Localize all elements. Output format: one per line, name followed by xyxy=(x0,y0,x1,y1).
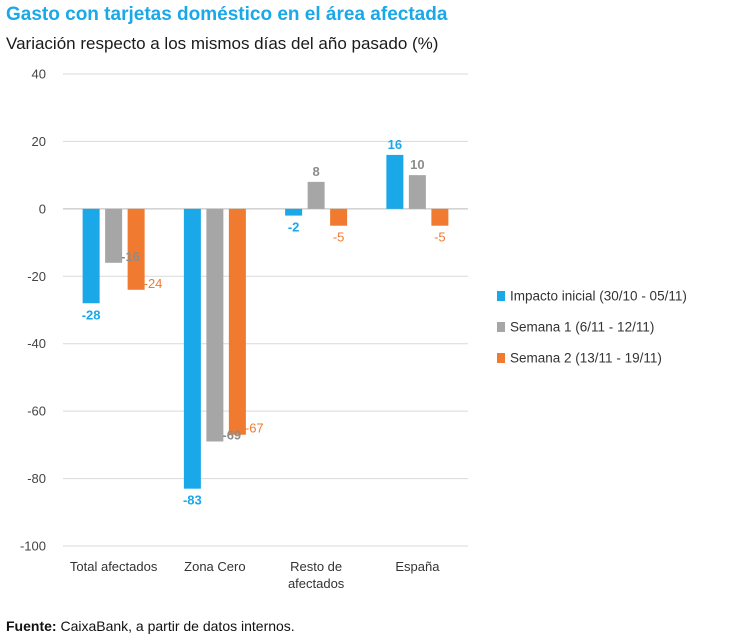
bar xyxy=(127,208,145,290)
x-category-label: Total afectados xyxy=(70,559,158,574)
y-tick-label: -40 xyxy=(27,336,46,351)
bar xyxy=(183,208,201,489)
x-category-label: Zona Cero xyxy=(184,559,245,574)
bar xyxy=(307,181,325,209)
bar xyxy=(228,208,246,435)
y-tick-label: 0 xyxy=(39,201,46,216)
source-note: Fuente: CaixaBank, a partir de datos int… xyxy=(6,618,295,634)
bar xyxy=(105,208,123,263)
y-tick-label: -80 xyxy=(27,471,46,486)
gridlines xyxy=(63,73,468,547)
bar xyxy=(285,208,303,216)
bar xyxy=(206,208,224,442)
data-label: -24 xyxy=(144,276,163,291)
data-label: 8 xyxy=(313,164,320,179)
source-text: CaixaBank, a partir de datos internos. xyxy=(60,618,295,634)
bars xyxy=(82,154,449,489)
x-category-label: afectados xyxy=(288,576,345,591)
legend-swatch xyxy=(497,353,505,363)
legend: Impacto inicial (30/10 - 05/11) Semana 1 … xyxy=(497,289,687,366)
chart-title: Gasto con tarjetas doméstico en el área … xyxy=(6,4,448,25)
data-label: -83 xyxy=(183,493,202,508)
bar xyxy=(408,175,426,209)
legend-entry: Impacto inicial (30/10 - 05/11) xyxy=(510,289,687,304)
data-label: 10 xyxy=(410,157,424,172)
x-category-label: Resto de xyxy=(290,559,342,574)
data-label: -16 xyxy=(121,249,140,264)
data-label: -69 xyxy=(222,427,241,442)
y-tick-label: 40 xyxy=(32,67,46,82)
y-tick-label: -100 xyxy=(20,539,46,554)
data-label: -5 xyxy=(333,230,345,245)
bar xyxy=(82,208,100,304)
y-tick-label: -60 xyxy=(27,404,46,419)
data-label: -2 xyxy=(288,220,300,235)
category-labels: Total afectados Zona Cero Resto de afectado… xyxy=(70,559,440,591)
legend-entry: Semana 1 (6/11 - 12/11) xyxy=(510,320,654,335)
y-axis-ticks: 40 20 0 -20 -40 -60 -80 -100 xyxy=(20,67,46,554)
legend-entry: Semana 2 (13/11 - 19/11) xyxy=(510,351,662,366)
source-label: Fuente: xyxy=(6,618,57,634)
legend-swatch xyxy=(497,322,505,332)
data-label: -67 xyxy=(245,421,264,436)
data-label: 16 xyxy=(388,137,402,152)
bar xyxy=(386,154,404,209)
data-label: -5 xyxy=(434,230,446,245)
chart-subtitle: Variación respecto a los mismos días del… xyxy=(6,34,439,53)
y-tick-label: -20 xyxy=(27,269,46,284)
bar xyxy=(431,208,449,226)
bar xyxy=(330,208,348,226)
y-tick-label: 20 xyxy=(32,134,46,149)
legend-swatch xyxy=(497,291,505,301)
x-category-label: España xyxy=(395,559,440,574)
data-label: -28 xyxy=(82,307,101,322)
